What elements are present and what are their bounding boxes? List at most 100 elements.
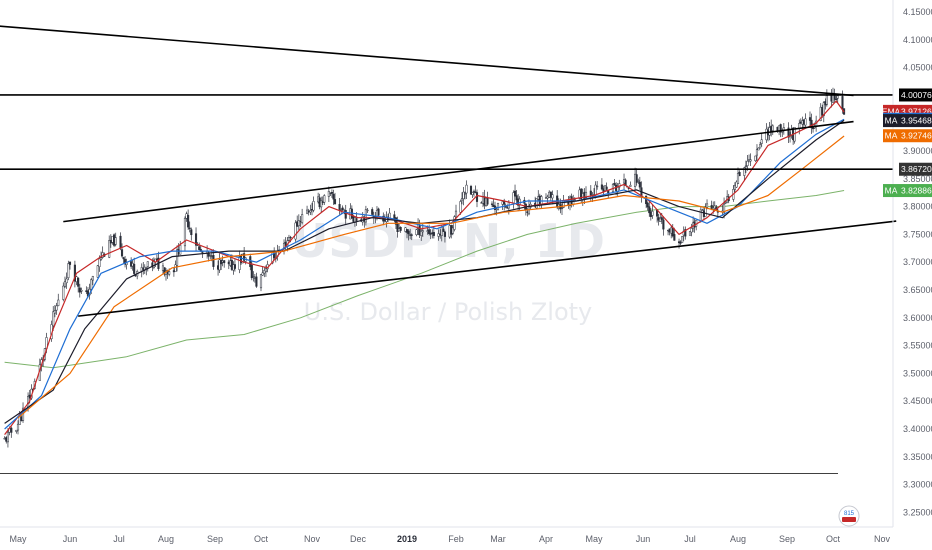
candle-body xyxy=(822,102,825,117)
logo-badge[interactable]: 815 xyxy=(838,505,860,527)
candle-body xyxy=(179,245,182,255)
candle-body xyxy=(754,155,757,161)
candle-body xyxy=(122,257,125,260)
y-tick-label: 3.7500000 xyxy=(903,229,932,239)
candle-body xyxy=(90,279,93,290)
candle-body xyxy=(252,276,255,278)
x-tick-label: Aug xyxy=(730,534,746,544)
candle-body xyxy=(98,258,101,267)
candle-body xyxy=(605,186,608,190)
x-tick-label: Oct xyxy=(254,534,269,544)
candle-body xyxy=(120,249,124,257)
trendline-0 xyxy=(0,25,854,97)
y-tick-label: 4.1500000 xyxy=(903,7,932,17)
trendline-3 xyxy=(63,120,854,223)
candle-body xyxy=(18,416,21,425)
candle-body xyxy=(364,209,367,223)
candle-body xyxy=(212,254,215,267)
candle-body xyxy=(15,429,18,432)
y-tick-label: 3.4500000 xyxy=(903,396,932,406)
candle-body xyxy=(65,278,68,284)
candle-body xyxy=(218,259,221,271)
tag-value: 4.0007629 xyxy=(901,90,932,100)
x-tick-label: Oct xyxy=(826,534,841,544)
candle-body xyxy=(688,231,692,236)
candle-body xyxy=(223,260,226,264)
candle-body xyxy=(243,253,246,261)
candle-body xyxy=(399,226,402,231)
candle-body xyxy=(503,201,506,205)
x-tick-label: Jun xyxy=(63,534,78,544)
candle-body xyxy=(443,231,446,237)
candle-body xyxy=(428,229,431,235)
moving-averages-layer xyxy=(4,100,845,435)
candle-body xyxy=(96,265,99,278)
candle-body xyxy=(194,233,198,246)
candle-body xyxy=(415,229,418,236)
candle-body xyxy=(306,209,309,214)
candle-body xyxy=(296,221,299,227)
candle-body xyxy=(410,234,413,236)
candle-body xyxy=(681,236,684,243)
candle-body xyxy=(684,229,687,237)
candle-body xyxy=(759,144,762,149)
candle-body xyxy=(808,117,812,121)
candle-body xyxy=(80,289,83,292)
candle-body xyxy=(472,190,476,193)
candle-body xyxy=(174,264,177,272)
x-tick-label: May xyxy=(585,534,603,544)
candle-body xyxy=(690,228,693,233)
x-tick-label: Jul xyxy=(113,534,125,544)
candle-body xyxy=(75,276,78,282)
candle-body xyxy=(662,219,665,230)
candle-body xyxy=(190,229,193,236)
candle-body xyxy=(659,217,662,222)
candle-body xyxy=(421,230,424,233)
logo-text: 815 xyxy=(844,511,855,517)
candle-body xyxy=(332,194,335,200)
candle-body xyxy=(320,200,323,208)
candle-body xyxy=(835,98,838,101)
x-tick-label: 2019 xyxy=(397,534,417,544)
candle-body xyxy=(187,215,190,228)
candle-body xyxy=(16,423,20,431)
candle-body xyxy=(420,230,423,237)
tag-value-box xyxy=(899,114,932,128)
candle-body xyxy=(168,271,171,275)
tag-label: MA xyxy=(885,186,898,196)
y-tick-label: 3.2500000 xyxy=(903,507,932,517)
x-tick-label: Nov xyxy=(874,534,891,544)
candle-body xyxy=(755,149,759,156)
candle-body xyxy=(176,249,179,266)
candle-body xyxy=(460,198,464,201)
tag-value: 3.9546800 xyxy=(901,116,932,126)
candle-body xyxy=(108,240,111,258)
candle-body xyxy=(289,236,292,239)
candle-body xyxy=(124,259,127,265)
candle-body xyxy=(371,209,374,215)
candle-body xyxy=(459,201,462,213)
candle-body xyxy=(111,235,114,243)
x-tick-label: Apr xyxy=(539,534,553,544)
candle-body xyxy=(638,181,641,188)
candle-body xyxy=(496,203,500,211)
tag-value-box xyxy=(899,184,932,198)
candle-body xyxy=(629,184,632,187)
candle-body xyxy=(779,124,782,133)
x-tick-label: Feb xyxy=(448,534,464,544)
tag-value-box xyxy=(899,129,932,143)
candle-body xyxy=(451,227,454,234)
x-tick-label: Sep xyxy=(779,534,795,544)
candle-body xyxy=(307,210,310,213)
y-tick-label: 3.3000000 xyxy=(903,480,932,490)
candle-body xyxy=(513,190,517,196)
candle-body xyxy=(259,274,263,289)
candle-body xyxy=(490,203,494,205)
y-tick-label: 3.8000000 xyxy=(903,202,932,212)
candle-body xyxy=(119,235,122,249)
candle-body xyxy=(475,192,479,202)
ema10-line xyxy=(4,100,845,435)
time-axis[interactable]: May Jun Jul Aug Sep Oct Nov Dec 2019 Feb Mar Apr May… xyxy=(9,534,890,544)
candle-body xyxy=(57,299,60,306)
